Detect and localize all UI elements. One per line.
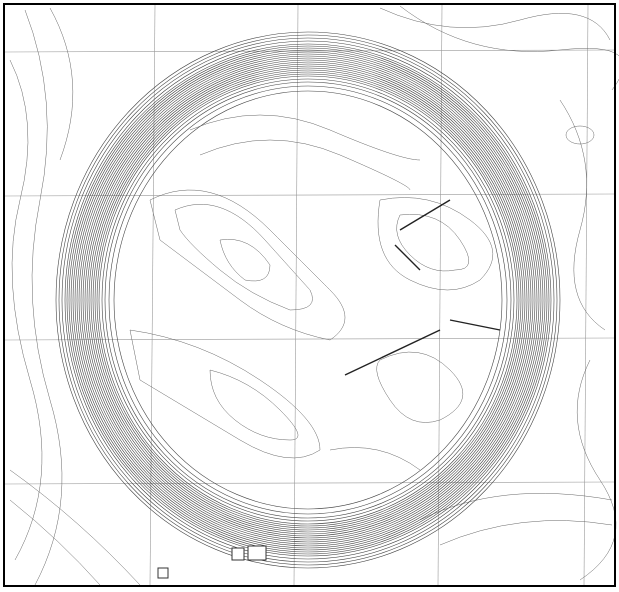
- contour: [129, 329, 321, 459]
- rim-contour: [72, 49, 544, 551]
- contour: [419, 493, 613, 521]
- contour: [396, 214, 469, 272]
- grid-line: [4, 49, 616, 53]
- contour: [439, 520, 613, 546]
- rim-contour: [74, 51, 542, 549]
- rim-contour: [58, 34, 558, 566]
- contour: [376, 351, 464, 423]
- crater-floor-contours: [129, 114, 501, 471]
- rim-contour: [90, 67, 526, 533]
- contour: [49, 7, 74, 161]
- rim-contour: [94, 71, 522, 529]
- rim-contour: [96, 73, 520, 527]
- contour: [149, 189, 346, 341]
- buildings: [157, 545, 267, 579]
- grid-line: [583, 4, 589, 586]
- rim-contour: [113, 90, 503, 510]
- crater-rim: [55, 31, 561, 569]
- rim-contour: [104, 81, 512, 519]
- contour: [199, 139, 411, 191]
- rim-contour: [98, 75, 518, 525]
- contour: [9, 59, 43, 561]
- rim-contour: [55, 31, 561, 569]
- rim-contour: [70, 47, 546, 553]
- rim-contour: [80, 57, 536, 543]
- contour: [565, 125, 595, 145]
- rim-contour: [61, 37, 555, 563]
- rim-contour: [86, 63, 530, 537]
- contour: [559, 99, 606, 331]
- contour: [9, 499, 101, 586]
- grid-line: [4, 193, 616, 197]
- building: [157, 567, 169, 579]
- contour: [9, 469, 141, 586]
- grid-line: [4, 337, 616, 341]
- building: [247, 545, 267, 561]
- contour: [379, 7, 611, 41]
- rim-contour: [108, 85, 508, 515]
- contour: [377, 197, 494, 291]
- grid-line: [4, 481, 616, 485]
- rim-contour: [84, 61, 532, 539]
- map-frame: [3, 3, 616, 587]
- contour: [189, 114, 421, 161]
- rim-contour: [88, 65, 528, 535]
- contour: [219, 239, 271, 282]
- rim-contour: [76, 53, 540, 547]
- rim-contour: [64, 40, 552, 560]
- building: [231, 547, 245, 561]
- contour: [576, 359, 617, 581]
- contour: [174, 204, 313, 311]
- contour: [209, 369, 299, 441]
- contour: [399, 5, 619, 91]
- road: [344, 199, 501, 376]
- rim-contour: [92, 69, 524, 531]
- contour: [24, 9, 63, 586]
- rim-contour: [82, 59, 534, 541]
- grid-line: [293, 4, 299, 586]
- outer-terrain-contours: [9, 5, 619, 586]
- rim-contour: [101, 78, 515, 522]
- rim-contour: [68, 45, 548, 555]
- rim-contour: [78, 55, 538, 545]
- rim-contour: [66, 43, 550, 557]
- contour: [329, 447, 421, 471]
